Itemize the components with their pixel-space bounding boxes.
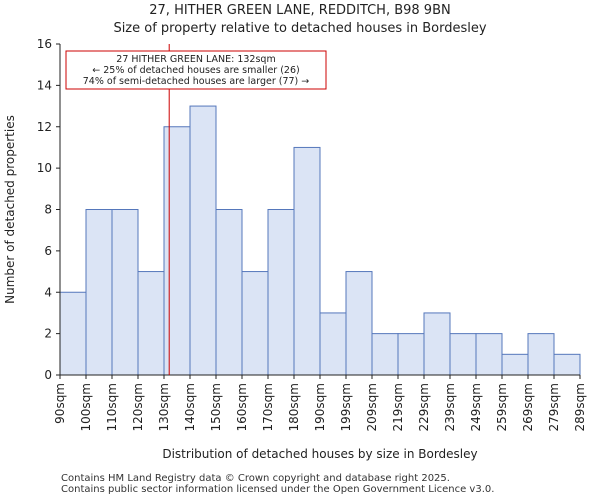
footer-line-1: Contains HM Land Registry data © Crown c…: [61, 473, 450, 484]
x-tick-label: 170sqm: [261, 383, 275, 431]
bar-199sqm: [345, 271, 373, 376]
x-tick-label: 229sqm: [417, 383, 431, 431]
bar-130sqm: [163, 126, 191, 376]
bar-150sqm: [215, 209, 243, 376]
bar-100sqm: [85, 209, 113, 376]
x-tick-label: 110sqm: [105, 383, 119, 431]
x-tick-label: 140sqm: [183, 383, 197, 431]
x-tick-label: 180sqm: [287, 383, 301, 431]
bar-259sqm: [501, 353, 529, 376]
x-axis: 90sqm 100sqm 110sqm 120sqm 130sqm 140sqm 150sq…: [53, 374, 587, 431]
x-tick-label: 130sqm: [157, 383, 171, 431]
bar-249sqm: [475, 333, 503, 376]
x-tick-label: 90sqm: [53, 383, 67, 424]
x-axis-label: Distribution of detached houses by size …: [162, 447, 477, 461]
bar-90sqm: [59, 291, 87, 376]
y-tick-label: 2: [44, 327, 52, 341]
y-tick-label: 12: [37, 120, 52, 134]
y-tick-label: 8: [44, 203, 52, 217]
bar-180sqm: [293, 146, 321, 376]
footer-line-2: Contains public sector information licen…: [61, 484, 495, 495]
annotation-line-2: ← 25% of detached houses are smaller (26…: [92, 65, 299, 76]
x-tick-label: 269sqm: [521, 383, 535, 431]
annotation-line-1: 27 HITHER GREEN LANE: 132sqm: [116, 54, 275, 65]
y-tick-label: 16: [37, 37, 52, 51]
y-tick-label: 14: [37, 78, 52, 92]
bar-170sqm: [267, 209, 295, 376]
annotation-frame: [65, 50, 327, 90]
chart-title: 27, HITHER GREEN LANE, REDDITCH, B98 9BN: [149, 3, 451, 18]
x-tick-label: 239sqm: [443, 383, 457, 431]
x-tick-label: 100sqm: [79, 383, 93, 431]
x-tick-label: 219sqm: [391, 383, 405, 431]
bar-209sqm: [371, 333, 399, 376]
bar-190sqm: [319, 312, 347, 376]
bars-group: [59, 105, 581, 376]
bar-239sqm: [449, 333, 477, 376]
x-tick-label: 289sqm: [573, 383, 587, 431]
bar-219sqm: [397, 333, 425, 376]
x-tick-label: 150sqm: [209, 383, 223, 431]
x-tick-label: 199sqm: [339, 383, 353, 431]
x-tick-label: 190sqm: [313, 383, 327, 431]
annotation-box: 27 HITHER GREEN LANE: 132sqm ← 25% of de…: [65, 50, 327, 90]
y-axis: 0 2 4 6 8 10 12 14 16: [37, 37, 61, 382]
bar-140sqm: [189, 105, 217, 376]
x-tick-label: 209sqm: [365, 383, 379, 431]
bar-279sqm: [553, 353, 581, 376]
y-tick-label: 6: [44, 244, 52, 258]
y-tick-label: 4: [44, 285, 52, 299]
bar-269sqm: [527, 333, 555, 376]
bar-229sqm: [423, 312, 451, 376]
x-tick-label: 120sqm: [131, 383, 145, 431]
bar-160sqm: [241, 271, 269, 376]
bar-110sqm: [111, 209, 139, 376]
x-tick-label: 249sqm: [469, 383, 483, 431]
x-tick-label: 160sqm: [235, 383, 249, 431]
x-tick-label: 279sqm: [547, 383, 561, 431]
y-axis-label: Number of detached properties: [3, 115, 17, 304]
annotation-line-3: 74% of semi-detached houses are larger (…: [83, 76, 310, 87]
x-tick-label: 259sqm: [495, 383, 509, 431]
y-tick-label: 0: [44, 368, 52, 382]
bar-120sqm: [137, 271, 165, 376]
y-tick-label: 10: [37, 161, 52, 175]
chart-subtitle: Size of property relative to detached ho…: [113, 21, 487, 36]
